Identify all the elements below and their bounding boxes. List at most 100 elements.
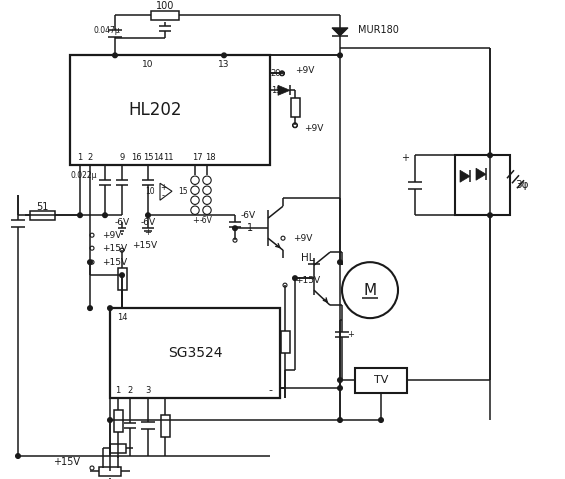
- Circle shape: [221, 53, 227, 57]
- Text: 10: 10: [145, 187, 155, 196]
- Text: +: +: [401, 153, 409, 163]
- Text: 51: 51: [36, 202, 48, 212]
- Bar: [114, 410, 123, 432]
- Circle shape: [488, 213, 492, 217]
- Text: 3φ: 3φ: [515, 180, 528, 190]
- Circle shape: [90, 260, 94, 264]
- Bar: [118, 268, 127, 290]
- Text: -6V: -6V: [199, 216, 212, 225]
- Text: +: +: [347, 330, 354, 339]
- Circle shape: [103, 213, 107, 217]
- Text: 1: 1: [115, 386, 120, 395]
- Circle shape: [88, 306, 92, 310]
- Text: 15: 15: [143, 153, 153, 162]
- Bar: [110, 444, 126, 453]
- Circle shape: [293, 276, 297, 281]
- Circle shape: [191, 206, 199, 215]
- Polygon shape: [332, 28, 348, 36]
- Circle shape: [108, 418, 112, 422]
- Bar: [455, 155, 510, 215]
- Text: MUR180: MUR180: [358, 25, 399, 35]
- Polygon shape: [160, 183, 172, 200]
- Text: 2: 2: [127, 386, 133, 395]
- Circle shape: [191, 176, 199, 184]
- Text: 0.022μ: 0.022μ: [71, 171, 97, 180]
- Circle shape: [280, 71, 284, 75]
- Circle shape: [191, 186, 199, 194]
- Text: -6V: -6V: [141, 217, 155, 227]
- Circle shape: [90, 246, 94, 250]
- Circle shape: [488, 153, 492, 158]
- Bar: [355, 368, 407, 393]
- Bar: [151, 11, 179, 20]
- Text: 15: 15: [178, 187, 188, 196]
- Text: SG3524: SG3524: [168, 346, 222, 360]
- Text: +15V: +15V: [102, 244, 127, 253]
- Text: +9V: +9V: [293, 234, 312, 243]
- Text: +9V: +9V: [304, 124, 323, 133]
- Text: -: -: [268, 385, 272, 395]
- Circle shape: [191, 196, 199, 205]
- Circle shape: [342, 262, 398, 318]
- Text: +9V: +9V: [295, 66, 314, 75]
- Bar: [110, 308, 280, 398]
- Text: 10: 10: [142, 60, 154, 69]
- Circle shape: [283, 283, 287, 287]
- Text: +15V: +15V: [295, 275, 320, 285]
- Bar: [99, 467, 121, 476]
- Text: 1: 1: [247, 223, 253, 233]
- Circle shape: [281, 236, 285, 240]
- Circle shape: [146, 213, 150, 217]
- Polygon shape: [476, 168, 486, 180]
- Circle shape: [88, 260, 92, 264]
- Text: +15V: +15V: [102, 258, 127, 267]
- Text: 100: 100: [156, 1, 174, 11]
- Text: -: -: [162, 191, 164, 200]
- Bar: [290, 98, 299, 117]
- Circle shape: [90, 233, 94, 237]
- Text: 20: 20: [271, 69, 281, 78]
- Text: 16: 16: [131, 153, 141, 162]
- Text: -6V: -6V: [241, 211, 255, 220]
- Circle shape: [338, 53, 342, 57]
- Text: 2: 2: [88, 153, 93, 162]
- Text: 14: 14: [117, 313, 127, 321]
- Text: 1: 1: [77, 153, 82, 162]
- Circle shape: [112, 53, 118, 57]
- Circle shape: [203, 186, 211, 194]
- Circle shape: [108, 306, 112, 310]
- Text: 11: 11: [163, 153, 173, 162]
- Circle shape: [120, 248, 124, 252]
- Text: 0.047μ: 0.047μ: [93, 26, 120, 35]
- Circle shape: [338, 386, 342, 390]
- Circle shape: [120, 273, 124, 277]
- Circle shape: [233, 238, 237, 242]
- Bar: [70, 56, 270, 165]
- Text: +9V: +9V: [102, 231, 121, 240]
- Text: HL: HL: [301, 253, 315, 263]
- Bar: [280, 331, 289, 353]
- Text: 13: 13: [218, 60, 230, 69]
- Circle shape: [16, 454, 20, 458]
- Polygon shape: [278, 85, 290, 95]
- Bar: [30, 211, 55, 220]
- Text: +: +: [160, 182, 166, 192]
- Circle shape: [90, 466, 94, 470]
- Polygon shape: [460, 170, 470, 182]
- Text: +15V: +15V: [53, 457, 80, 467]
- Circle shape: [203, 206, 211, 215]
- Circle shape: [379, 418, 383, 422]
- Circle shape: [203, 196, 211, 205]
- Circle shape: [293, 123, 297, 127]
- Circle shape: [338, 260, 342, 264]
- Circle shape: [338, 378, 342, 382]
- Circle shape: [78, 213, 82, 217]
- Text: 18: 18: [205, 153, 215, 162]
- Bar: [160, 414, 170, 436]
- Text: 14: 14: [153, 153, 163, 162]
- Text: 19: 19: [271, 86, 281, 95]
- Text: +15V: +15V: [132, 240, 157, 250]
- Text: 3: 3: [145, 386, 151, 395]
- Text: 17: 17: [192, 153, 202, 162]
- Circle shape: [233, 226, 237, 230]
